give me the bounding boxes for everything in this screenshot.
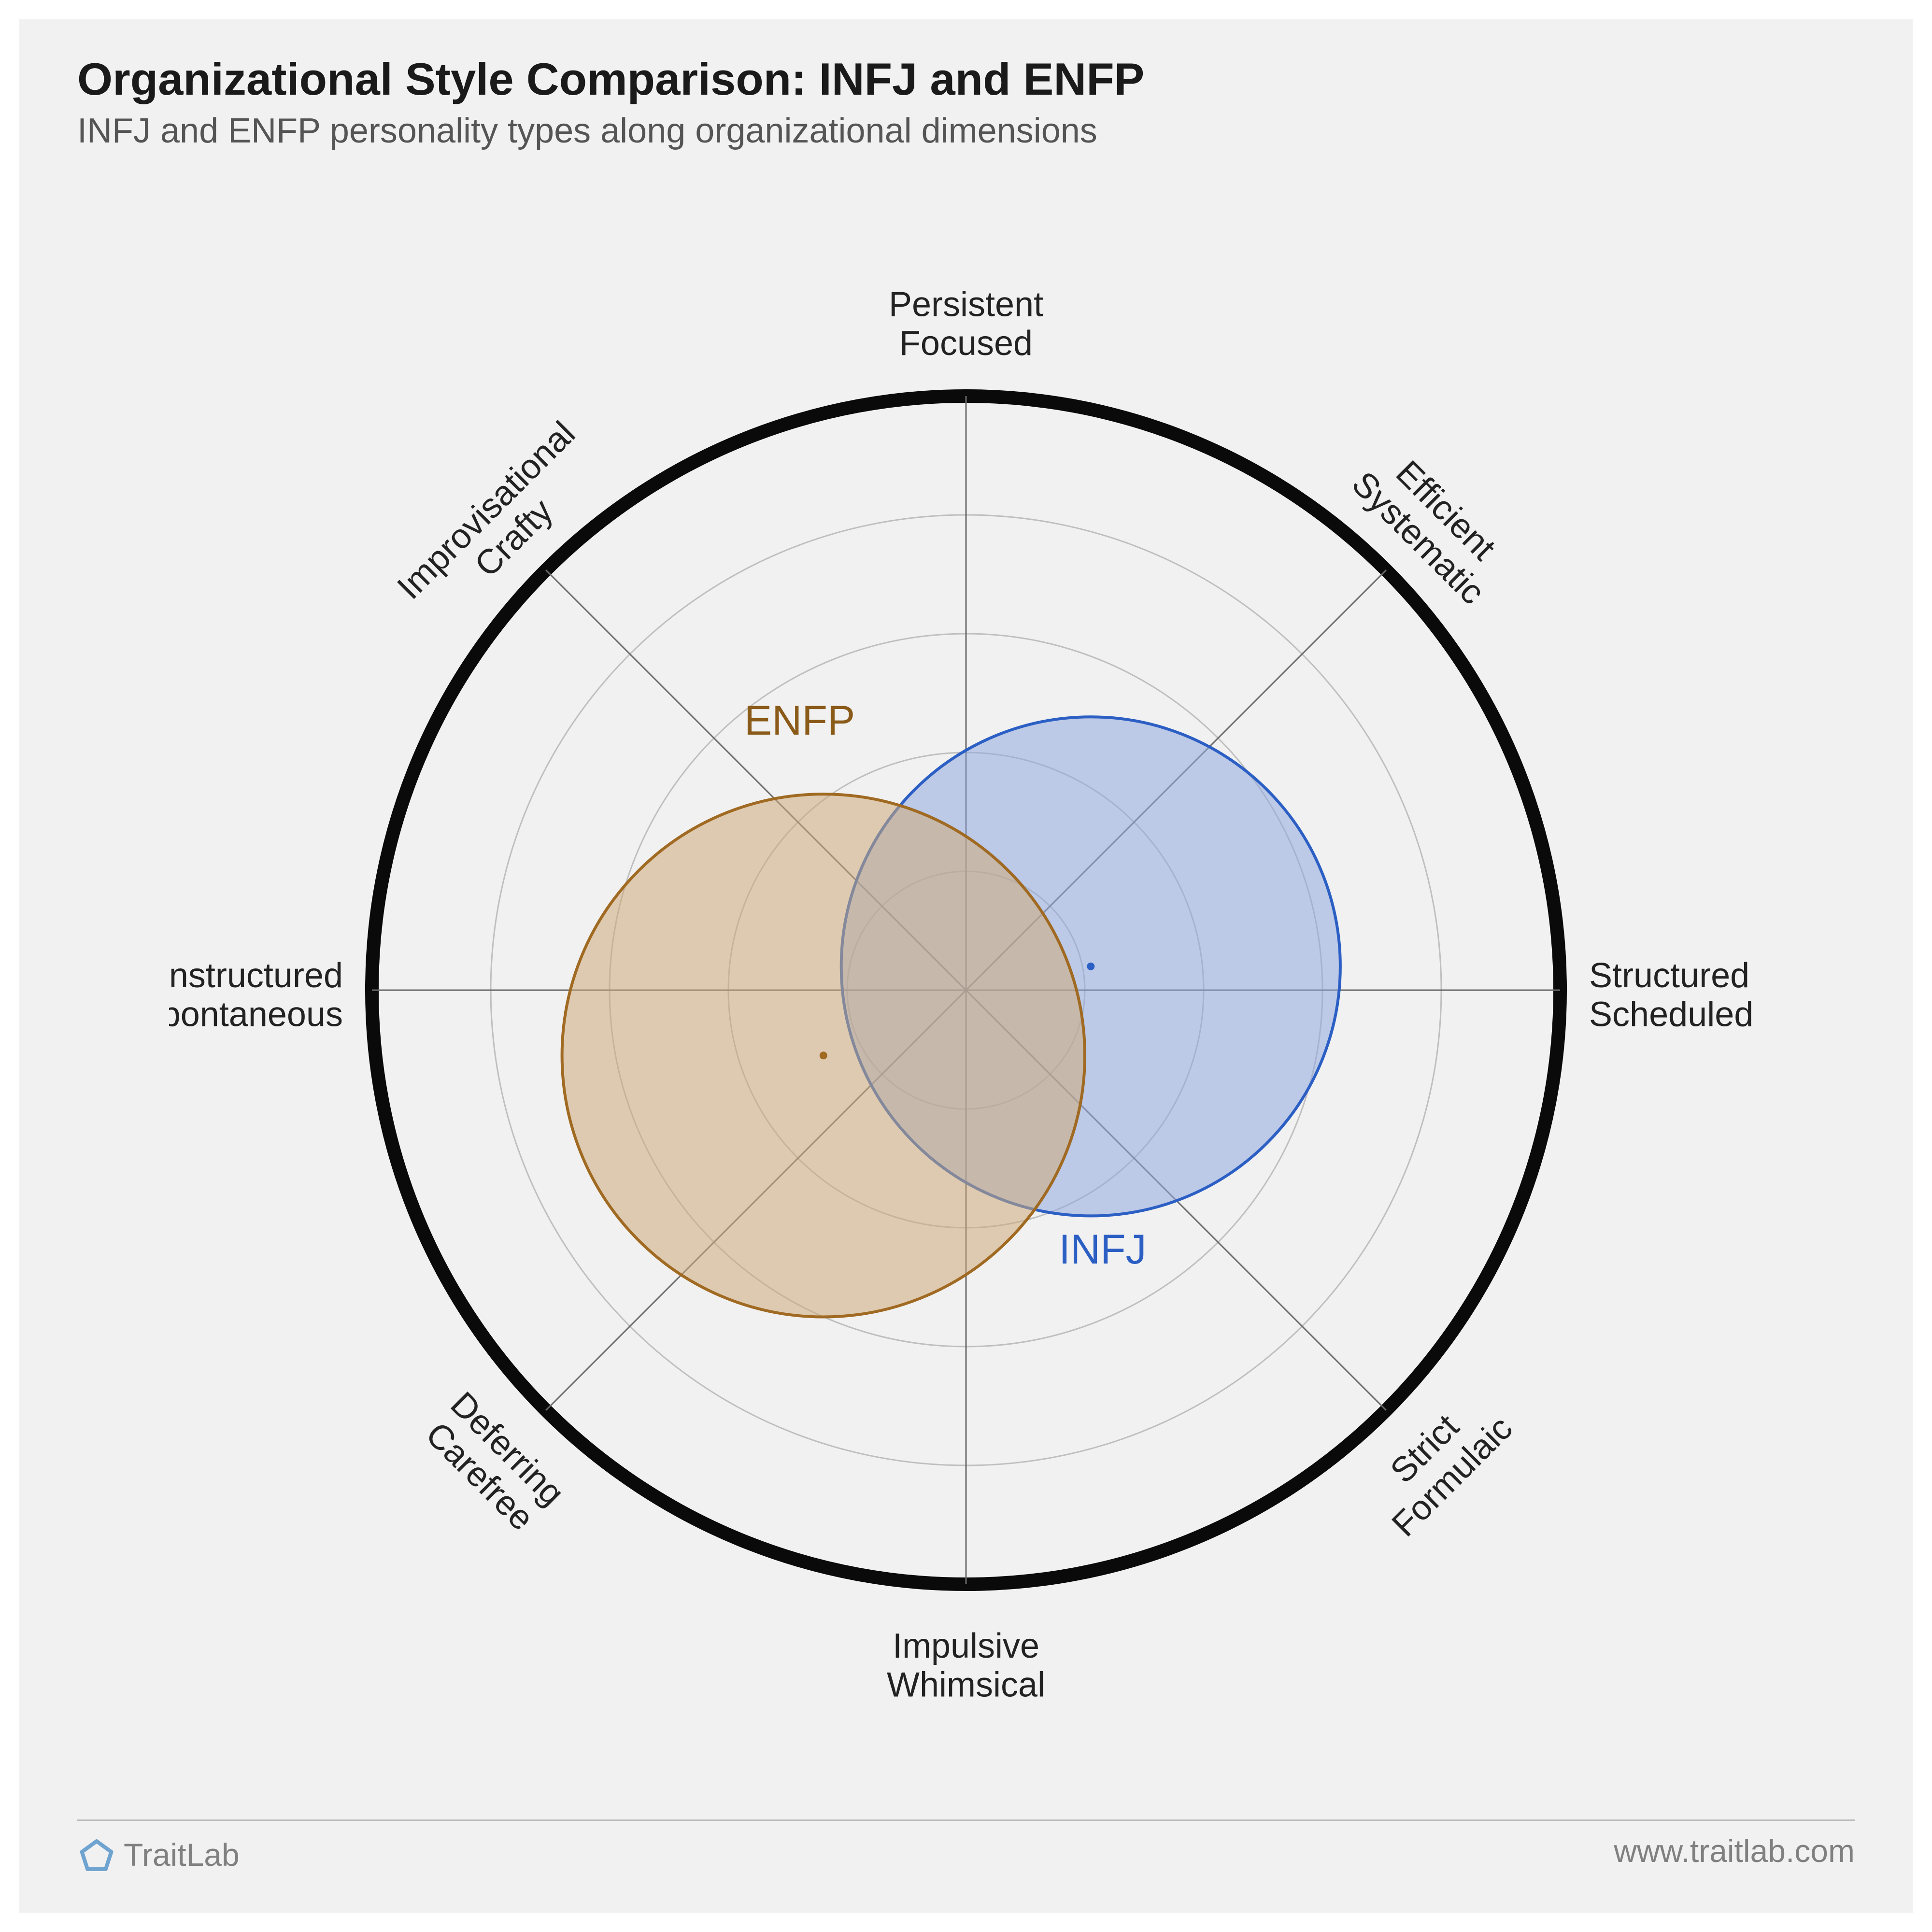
svg-text:Spontaneous: Spontaneous [169,995,343,1034]
chart-svg: INFJENFPPersistentFocusedEfficientSystem… [169,193,1763,1787]
blob-label-infj: INFJ [1059,1226,1147,1273]
svg-text:Scheduled: Scheduled [1589,995,1753,1034]
svg-text:Focused: Focused [899,324,1033,363]
axis-label-0: PersistentFocused [889,285,1043,363]
brand-pentagon-icon [77,1835,116,1874]
footer-divider [77,1819,1855,1821]
svg-text:Whimsical: Whimsical [887,1666,1045,1705]
axis-label-2: StructuredScheduled [1589,956,1753,1034]
chart-subtitle: INFJ and ENFP personality types along or… [77,111,1097,151]
brand-name: TraitLab [124,1836,240,1873]
blob-label-enfp: ENFP [744,697,855,744]
chart-title: Organizational Style Comparison: INFJ an… [77,53,1144,105]
axis-label-4: ImpulsiveWhimsical [887,1627,1045,1705]
svg-text:Persistent: Persistent [889,285,1043,324]
svg-text:Structured: Structured [1589,956,1749,995]
svg-text:Unstructured: Unstructured [169,956,343,995]
chart-card: Organizational Style Comparison: INFJ an… [19,19,1913,1913]
footer-url: www.traitlab.com [1614,1833,1855,1869]
footer-brand: TraitLab [77,1835,240,1874]
axis-label-6: UnstructuredSpontaneous [169,956,343,1034]
svg-text:Impulsive: Impulsive [893,1627,1039,1665]
radial-chart: INFJENFPPersistentFocusedEfficientSystem… [169,193,1763,1787]
